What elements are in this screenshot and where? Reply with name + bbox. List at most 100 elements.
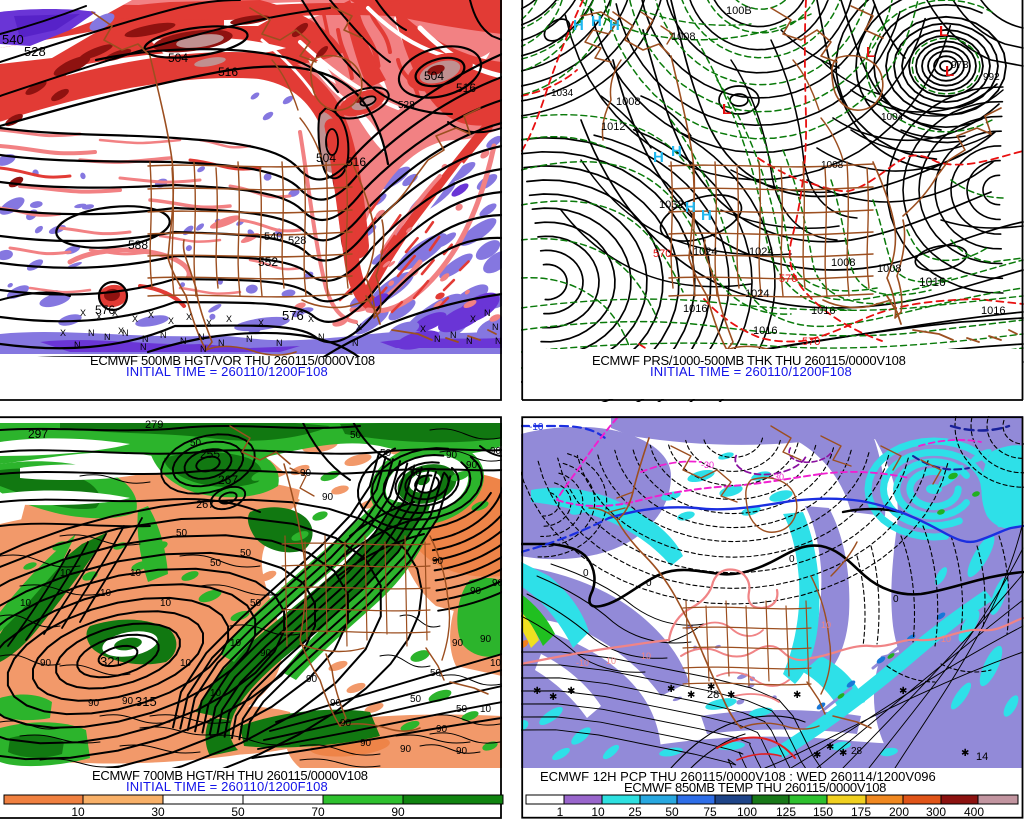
svg-text:10: 10 [100,588,112,599]
svg-text:N: N [122,328,129,338]
svg-text:90: 90 [40,658,52,669]
svg-text:90: 90 [452,638,464,649]
svg-text:588: 588 [128,238,148,252]
svg-text:576: 576 [95,303,115,317]
svg-text:90: 90 [306,674,318,685]
svg-text:H: H [701,207,712,224]
svg-text:1034: 1034 [551,88,574,99]
svg-text:255: 255 [200,447,220,461]
svg-text:L: L [722,101,731,118]
svg-text:125: 125 [776,805,796,819]
svg-text:50: 50 [231,805,245,819]
svg-text:✱: ✱ [727,690,735,701]
svg-text:L: L [866,44,875,61]
svg-text:0: 0 [789,554,795,565]
svg-text:300: 300 [926,805,946,819]
svg-text:N: N [246,334,253,344]
svg-text:-10: -10 [576,658,589,668]
svg-text:X: X [470,314,476,324]
svg-text:50: 50 [410,694,422,705]
svg-text:✱: ✱ [961,748,969,759]
svg-text:10: 10 [130,568,142,579]
svg-text:50: 50 [430,668,442,679]
svg-text:1008: 1008 [831,257,855,269]
svg-text:90: 90 [466,460,478,471]
svg-text:X: X [308,314,314,324]
svg-text:X: X [420,324,426,334]
svg-text:10: 10 [606,656,616,666]
svg-text:✱: ✱ [667,684,675,695]
svg-text:✱: ✱ [826,742,834,753]
svg-text:X: X [112,308,118,318]
svg-text:1: 1 [557,805,564,819]
svg-text:H: H [685,199,696,216]
svg-text:N: N [198,332,205,342]
svg-text:N: N [180,336,187,346]
svg-text:540: 540 [264,231,282,243]
svg-text:✱: ✱ [567,686,575,697]
svg-text:N: N [318,332,325,342]
svg-text:516: 516 [346,155,366,169]
svg-text:1008: 1008 [821,160,844,171]
svg-text:504: 504 [316,151,336,165]
svg-text:-30: -30 [771,472,784,482]
svg-text:90: 90 [122,696,134,707]
svg-text:✱: ✱ [839,748,847,759]
svg-text:528: 528 [24,44,46,59]
svg-text:10: 10 [490,658,502,669]
svg-text:1016: 1016 [919,275,946,289]
svg-text:1008: 1008 [616,96,640,108]
svg-text:1016: 1016 [683,303,707,315]
svg-text:90: 90 [480,634,492,645]
svg-text:N: N [104,332,111,342]
svg-text:90: 90 [391,805,405,819]
svg-text:X: X [258,318,264,328]
svg-text:10: 10 [20,598,32,609]
svg-text:90: 90 [300,468,312,479]
svg-text:10: 10 [160,598,172,609]
svg-text:10: 10 [60,568,72,579]
svg-text:97B: 97B [951,60,969,71]
svg-text:H: H [609,17,620,34]
svg-text:90: 90 [260,648,272,659]
svg-text:N: N [74,340,81,350]
svg-text:90: 90 [400,744,412,755]
svg-text:570: 570 [779,273,797,285]
svg-text:1012: 1012 [601,121,625,133]
svg-text:1008: 1008 [877,263,901,275]
svg-text:175: 175 [851,805,871,819]
svg-text:H: H [671,143,682,160]
svg-text:200: 200 [889,805,909,819]
svg-text:540: 540 [2,32,24,47]
svg-text:528: 528 [398,100,415,111]
svg-text:504: 504 [424,69,444,83]
svg-text:-10: -10 [529,422,544,433]
svg-text:10: 10 [71,805,85,819]
svg-text:321: 321 [100,654,122,669]
svg-text:1008: 1008 [671,31,695,43]
svg-text:N: N [495,336,502,346]
svg-text:516: 516 [456,81,476,95]
svg-text:10: 10 [210,688,222,699]
svg-text:50: 50 [190,438,202,449]
svg-text:X: X [206,318,212,328]
svg-text:10: 10 [821,620,831,630]
svg-text:X: X [132,314,138,324]
svg-text:1024: 1024 [745,288,769,300]
svg-text:50: 50 [350,430,362,441]
svg-text:1016: 1016 [753,325,777,337]
svg-text:1016: 1016 [981,305,1005,317]
svg-text:279: 279 [145,419,163,431]
svg-text:✱: ✱ [533,686,541,697]
svg-text:10: 10 [480,704,492,715]
svg-text:50: 50 [380,448,392,459]
svg-text:90: 90 [360,738,372,749]
svg-text:50: 50 [456,704,468,715]
svg-text:576: 576 [282,308,304,323]
svg-text:10: 10 [230,638,242,649]
svg-text:N: N [88,328,95,338]
svg-text:✱: ✱ [687,690,695,701]
svg-text:-30: -30 [701,460,714,470]
svg-text:N: N [492,322,499,332]
svg-text:X: X [356,322,362,332]
